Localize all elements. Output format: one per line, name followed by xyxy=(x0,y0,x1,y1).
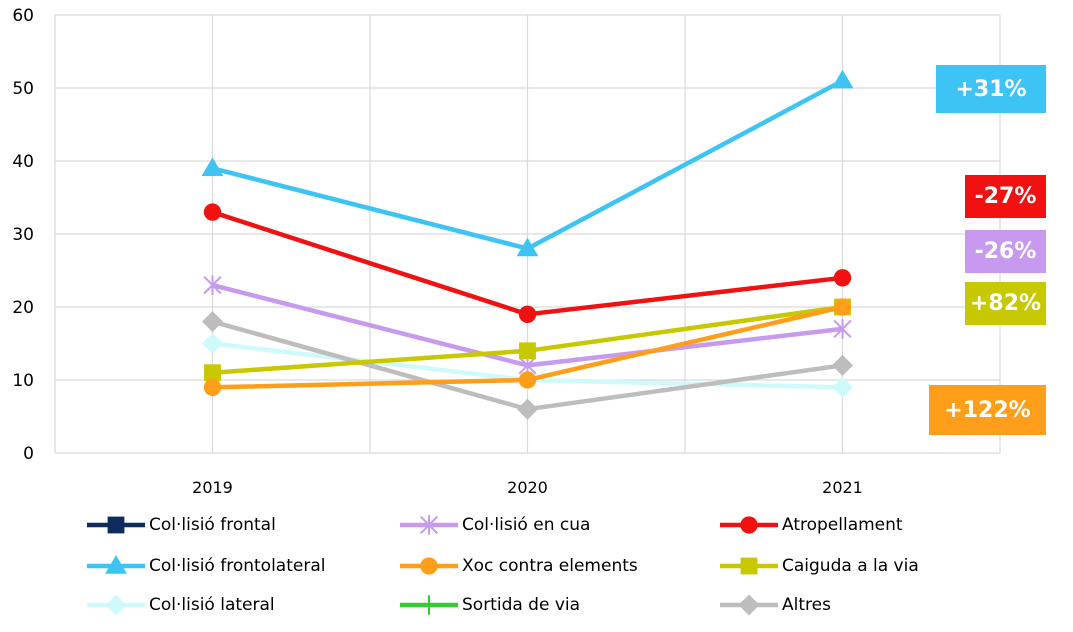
legend-label: Caiguda a la via xyxy=(782,556,919,576)
legend-swatch xyxy=(87,516,145,534)
legend-item: Col·lisió frontal xyxy=(85,513,276,537)
y-axis-ticks: 0 10 20 30 40 50 60 xyxy=(12,6,34,464)
legend-swatch xyxy=(87,555,145,574)
data-point xyxy=(201,157,224,176)
data-point xyxy=(833,319,852,339)
data-point xyxy=(833,298,852,316)
data-point xyxy=(517,398,538,420)
legend-swatch xyxy=(720,516,778,534)
series-lines xyxy=(201,69,854,420)
legend-item: Col·lisió frontolateral xyxy=(85,554,325,578)
data-point xyxy=(833,269,852,287)
legend-label: Atropellament xyxy=(782,515,903,535)
data-point xyxy=(518,371,537,389)
data-point xyxy=(203,275,222,295)
series-1 xyxy=(203,275,852,376)
data-point xyxy=(202,333,223,354)
y-tick-label: 50 xyxy=(12,79,34,99)
series-3 xyxy=(201,69,854,257)
legend-item: Atropellament xyxy=(718,513,903,537)
change-badge: -27% xyxy=(965,175,1046,218)
y-tick-label: 0 xyxy=(23,444,34,464)
legend-item: Sortida de via xyxy=(398,593,580,617)
legend-swatch xyxy=(400,595,458,615)
data-point xyxy=(204,364,221,382)
data-point xyxy=(832,354,853,376)
legend-item: Col·lisió en cua xyxy=(398,513,590,537)
legend-item: Altres xyxy=(718,593,831,617)
legend-item: Xoc contra elements xyxy=(398,554,638,578)
data-point xyxy=(518,305,537,323)
legend-label: Xoc contra elements xyxy=(462,556,638,576)
legend-label: Col·lisió en cua xyxy=(462,515,591,535)
legend-swatch xyxy=(400,515,458,535)
series-2 xyxy=(203,203,852,323)
data-point xyxy=(202,311,223,333)
data-point xyxy=(831,69,854,89)
data-point xyxy=(832,376,853,398)
x-axis-ticks: 2019 2020 2021 xyxy=(192,478,863,497)
change-badge: -26% xyxy=(965,230,1046,273)
data-point xyxy=(516,237,539,257)
legend-label: Col·lisió frontal xyxy=(149,515,276,535)
legend-item: Col·lisió lateral xyxy=(85,593,275,617)
change-badge: +122% xyxy=(929,385,1046,435)
y-tick-label: 60 xyxy=(12,6,34,26)
series-8 xyxy=(202,311,853,420)
data-point xyxy=(203,378,222,396)
series-4 xyxy=(203,298,852,396)
y-tick-label: 20 xyxy=(12,298,34,318)
legend-label: Col·lisió lateral xyxy=(149,595,275,615)
legend-label: Col·lisió frontolateral xyxy=(149,556,326,576)
x-tick-label: 2019 xyxy=(192,478,233,497)
legend-swatch xyxy=(400,557,458,575)
x-tick-label: 2020 xyxy=(507,478,548,497)
legend-swatch xyxy=(87,594,145,616)
y-tick-label: 40 xyxy=(12,152,34,172)
data-point xyxy=(203,203,222,221)
legend-item: Caiguda a la via xyxy=(718,554,919,578)
y-tick-label: 30 xyxy=(12,225,34,245)
x-tick-label: 2021 xyxy=(822,478,863,497)
data-point xyxy=(519,342,536,360)
change-badge: +31% xyxy=(936,65,1046,113)
legend-swatch xyxy=(720,557,778,575)
legend-label: Sortida de via xyxy=(462,595,581,615)
legend-label: Altres xyxy=(782,595,831,615)
legend-swatch xyxy=(720,594,778,616)
change-badge: +82% xyxy=(965,282,1046,325)
y-tick-label: 10 xyxy=(12,371,34,391)
